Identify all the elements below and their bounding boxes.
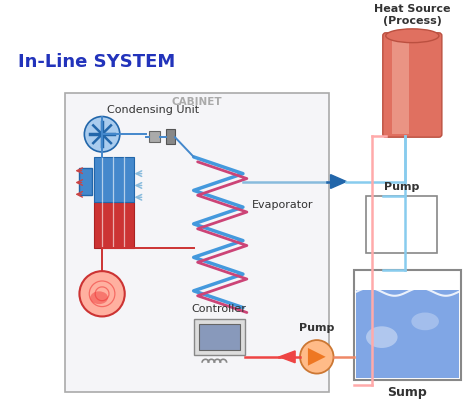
Polygon shape [308, 348, 326, 366]
Ellipse shape [366, 326, 397, 348]
Text: Condensing Unit: Condensing Unit [107, 105, 199, 115]
Bar [79, 168, 92, 195]
Bar [194, 319, 245, 355]
Circle shape [300, 340, 334, 374]
Ellipse shape [386, 29, 439, 43]
Polygon shape [279, 351, 295, 363]
Bar [354, 270, 461, 381]
Bar [356, 290, 458, 379]
Bar [392, 36, 409, 134]
Circle shape [79, 271, 125, 316]
Bar [94, 157, 134, 202]
Bar [94, 202, 134, 247]
Text: Pump: Pump [299, 323, 335, 333]
Bar [366, 196, 437, 254]
Bar [65, 93, 328, 392]
Text: CABINET: CABINET [171, 97, 222, 107]
Text: Heat Source
(Process): Heat Source (Process) [374, 4, 451, 26]
Text: Pump: Pump [384, 182, 419, 192]
Ellipse shape [90, 291, 108, 304]
Circle shape [84, 116, 120, 152]
Text: In-Line SYSTEM: In-Line SYSTEM [19, 53, 176, 72]
Text: Evaporator: Evaporator [252, 200, 313, 210]
Bar [166, 129, 175, 144]
FancyBboxPatch shape [383, 33, 442, 137]
Text: Controller: Controller [192, 305, 247, 314]
Bar [198, 324, 240, 350]
Text: Sump: Sump [387, 386, 427, 399]
Bar [149, 131, 160, 142]
Ellipse shape [411, 312, 439, 330]
Polygon shape [330, 175, 347, 188]
